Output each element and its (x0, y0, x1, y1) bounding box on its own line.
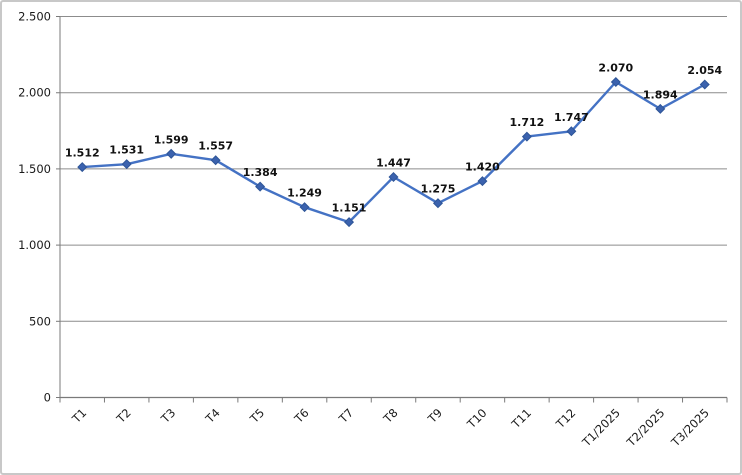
data-point-marker (521, 131, 532, 142)
x-axis-label: T3 (158, 406, 179, 427)
data-label: 2.070 (598, 62, 633, 75)
x-axis-label: T6 (291, 406, 312, 427)
x-axis-label: T12 (553, 406, 579, 432)
x-axis-label: T1/2025 (579, 406, 623, 450)
series-line (80, 80, 706, 224)
data-point-marker (610, 77, 621, 88)
data-label: 1.747 (554, 111, 589, 124)
data-point-marker (77, 162, 88, 173)
data-point-marker (566, 126, 577, 137)
data-label: 1.531 (109, 144, 144, 157)
y-axis-label: 1.500 (18, 162, 51, 176)
data-label: 1.557 (198, 140, 233, 153)
y-axis-label: 2.500 (18, 10, 51, 24)
data-label: 1.447 (376, 156, 411, 169)
data-point-marker (121, 159, 132, 170)
x-axis-label: T2/2025 (623, 406, 667, 450)
data-label: 1.275 (421, 183, 456, 196)
data-label: 1.894 (643, 88, 678, 101)
data-label: 1.151 (332, 202, 367, 215)
data-point-marker (166, 148, 177, 159)
x-axis-label: T8 (380, 406, 401, 427)
data-label: 1.384 (243, 166, 278, 179)
x-axis-label: T9 (424, 406, 445, 427)
data-point-marker (388, 171, 399, 182)
data-point-marker (655, 103, 666, 114)
x-axis-label: T2 (113, 406, 134, 427)
y-axis-label: 0 (44, 391, 51, 405)
x-axis-label: T4 (202, 406, 223, 427)
y-axis-label: 1.000 (18, 238, 51, 252)
x-axis-label: T11 (508, 406, 534, 432)
x-axis-label: T7 (335, 406, 356, 427)
data-label: 1.712 (510, 116, 545, 129)
data-point-marker (299, 202, 310, 213)
data-label: 1.420 (465, 161, 500, 174)
x-axis-label: T1 (69, 406, 90, 427)
data-label: 1.599 (154, 133, 189, 146)
x-axis-label: T10 (464, 406, 490, 432)
data-label-latest: 2.054 (687, 64, 722, 77)
data-point-marker (255, 181, 266, 192)
data-point-marker (210, 155, 221, 166)
x-axis-label: T5 (246, 406, 267, 427)
data-label: 1.249 (287, 187, 322, 200)
data-point-marker (699, 79, 710, 90)
y-axis-label: 2.000 (18, 86, 51, 100)
data-point-marker (344, 217, 355, 228)
y-axis-label: 500 (29, 314, 51, 328)
data-point-marker (432, 198, 443, 209)
data-point-marker (477, 176, 488, 187)
data-label: 1.512 (65, 147, 100, 160)
x-axis-label: T3/2025 (668, 406, 712, 450)
